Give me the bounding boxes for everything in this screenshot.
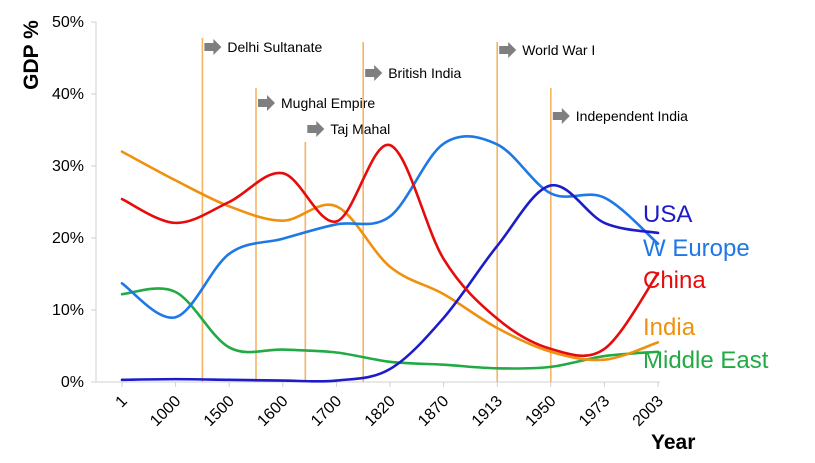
event-label: World War I bbox=[522, 42, 595, 58]
event-taj-mahal: Taj Mahal bbox=[304, 121, 390, 382]
event-mughal-empire: Mughal Empire bbox=[255, 88, 375, 382]
x-tick-label: 1870 bbox=[415, 393, 452, 430]
event-label: Independent India bbox=[576, 108, 688, 124]
series-labels: USA W Europe China India Middle East bbox=[643, 201, 769, 374]
series-label-w-europe: W Europe bbox=[643, 235, 750, 262]
y-tick-label: 50% bbox=[52, 14, 84, 31]
x-tick-label: 1950 bbox=[522, 393, 559, 430]
x-tick-label: 1500 bbox=[201, 393, 238, 430]
x-tick-label: 1820 bbox=[362, 393, 399, 430]
x-tick-label: 2003 bbox=[630, 393, 667, 430]
event-label: Mughal Empire bbox=[281, 95, 375, 111]
event-delhi-sultanate: Delhi Sultanate bbox=[201, 38, 323, 382]
y-tick-label: 30% bbox=[52, 158, 84, 175]
series-label-middle-east: Middle East bbox=[643, 347, 769, 374]
series-line-china bbox=[120, 143, 660, 358]
arrow-right-icon bbox=[258, 95, 275, 111]
series-label-india: India bbox=[643, 314, 696, 341]
arrow-right-icon bbox=[552, 108, 570, 124]
series-line-w-europe bbox=[120, 135, 660, 319]
event-independent-india: Independent India bbox=[549, 88, 688, 382]
series-line-india bbox=[120, 150, 660, 362]
axes: 0% 10% 20% 30% 40% 50% 1 1000 1500 1600 1700 1820 18… bbox=[52, 14, 667, 430]
event-british-india: British India bbox=[362, 42, 462, 382]
series-lines bbox=[120, 135, 660, 383]
event-label: Delhi Sultanate bbox=[227, 39, 322, 55]
x-tick-label: 1600 bbox=[254, 393, 291, 430]
series-line-middle-east bbox=[120, 287, 660, 370]
x-tick-label: 1000 bbox=[147, 393, 184, 430]
x-tick-label: 1700 bbox=[308, 393, 345, 430]
event-markers: Delhi Sultanate Mughal Empire Taj Mahal Bri… bbox=[201, 38, 688, 382]
y-tick-label: 20% bbox=[52, 230, 84, 247]
y-axis-title: GDP % bbox=[20, 20, 43, 90]
x-tick-label: 1 bbox=[113, 393, 131, 411]
arrow-right-icon bbox=[204, 39, 222, 55]
x-tick-label: 1973 bbox=[576, 393, 613, 430]
series-label-china: China bbox=[643, 267, 706, 294]
x-tick-label: 1913 bbox=[469, 393, 506, 430]
arrow-right-icon bbox=[307, 121, 325, 137]
y-tick-label: 10% bbox=[52, 302, 84, 319]
arrow-right-icon bbox=[499, 42, 517, 58]
y-tick-label: 0% bbox=[61, 374, 84, 391]
event-world-war-i: World War I bbox=[496, 42, 595, 382]
event-label: British India bbox=[388, 65, 461, 81]
series-label-usa: USA bbox=[643, 201, 692, 228]
series-line-usa bbox=[120, 184, 660, 383]
y-tick-label: 40% bbox=[52, 86, 84, 103]
event-label: Taj Mahal bbox=[330, 121, 390, 137]
axis-titles: GDP % Year bbox=[20, 20, 695, 454]
arrow-right-icon bbox=[365, 65, 383, 81]
x-axis-title: Year bbox=[651, 431, 695, 454]
